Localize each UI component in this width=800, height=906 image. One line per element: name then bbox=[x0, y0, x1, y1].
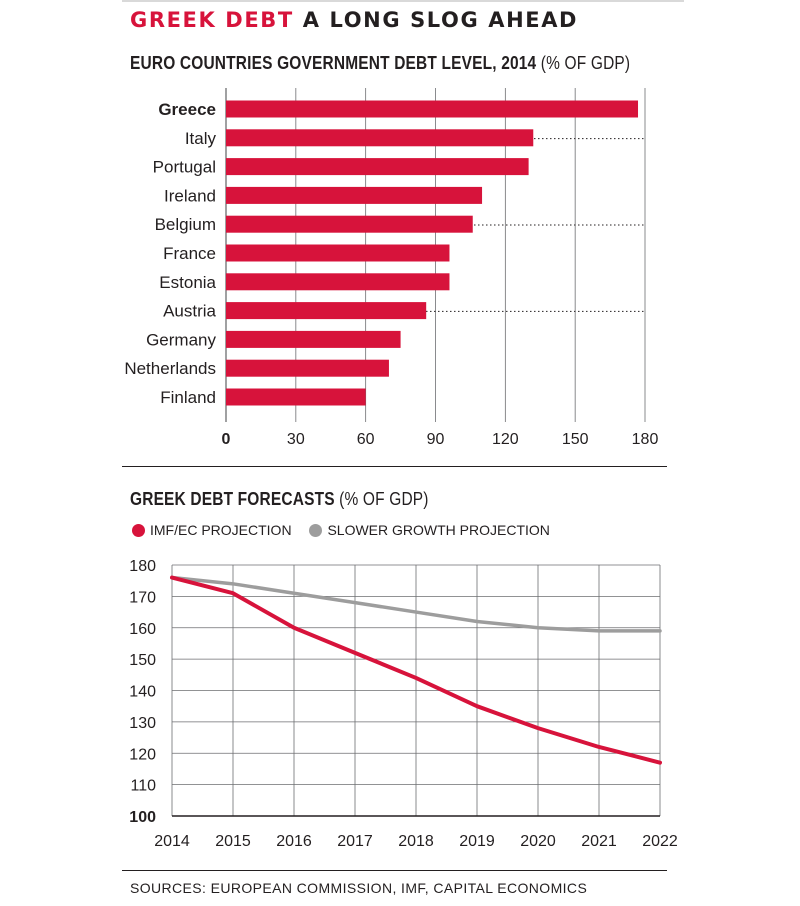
bar-category-label: Portugal bbox=[153, 158, 216, 177]
line-x-tick-label: 2019 bbox=[459, 833, 495, 850]
series-line-slower bbox=[170, 575, 662, 633]
line-y-tick-label: 110 bbox=[130, 778, 156, 795]
line-y-tick-label: 100 bbox=[129, 809, 156, 826]
page-title: GREEK DEBT A LONG SLOG AHEAD bbox=[130, 8, 578, 32]
legend-swatch-red bbox=[132, 523, 145, 537]
bar-category-label: Belgium bbox=[155, 215, 216, 234]
legend-label-slower: SLOWER GROWTH PROJECTION bbox=[327, 522, 550, 538]
section-divider bbox=[122, 466, 667, 467]
bar bbox=[226, 158, 529, 176]
bar-x-tick-label: 30 bbox=[287, 431, 305, 448]
line-x-tick-label: 2014 bbox=[154, 833, 190, 850]
bar-category-label: Netherlands bbox=[124, 359, 216, 378]
bar bbox=[226, 100, 639, 118]
bar-category-label: Germany bbox=[146, 330, 216, 349]
line-x-tick-label: 2021 bbox=[581, 833, 617, 850]
bar-x-tick-label: 60 bbox=[357, 431, 375, 448]
bar bbox=[226, 388, 366, 406]
line-x-tick-label: 2022 bbox=[642, 833, 678, 850]
bar-category-label: Estonia bbox=[159, 273, 216, 292]
line-y-tick-label: 170 bbox=[129, 589, 156, 606]
line-x-tick-label: 2015 bbox=[215, 833, 251, 850]
line-chart: 180 170 160 150 140 130 120 110 100 2014 2015 2016 2… bbox=[129, 558, 678, 850]
line-x-tick-label: 2017 bbox=[337, 833, 373, 850]
line-chart-title: GREEK DEBT FORECASTS (% OF GDP) bbox=[130, 489, 429, 510]
bar-category-label: Finland bbox=[160, 388, 216, 407]
bar-x-tick-label: 120 bbox=[492, 431, 519, 448]
source-note: SOURCES: EUROPEAN COMMISSION, IMF, CAPIT… bbox=[130, 880, 588, 896]
line-y-tick-label: 120 bbox=[129, 746, 156, 763]
line-y-tick-label: 130 bbox=[129, 715, 156, 732]
bar-chart-title-unit: (% OF GDP) bbox=[536, 53, 631, 73]
legend-item-slower: SLOWER GROWTH PROJECTION bbox=[309, 522, 550, 538]
footer-divider bbox=[122, 870, 667, 871]
line-chart-title-unit: (% OF GDP) bbox=[334, 489, 429, 509]
bar bbox=[226, 302, 427, 320]
line-y-tick-label: 160 bbox=[129, 621, 156, 638]
line-x-tick-label: 2018 bbox=[398, 833, 434, 850]
legend-label-imf: IMF/EC PROJECTION bbox=[150, 522, 292, 538]
line-y-tick-label: 150 bbox=[129, 652, 156, 669]
bar bbox=[226, 215, 473, 233]
bar-category-label: Italy bbox=[185, 129, 217, 148]
series-line-imf bbox=[170, 575, 662, 765]
bar bbox=[226, 273, 450, 291]
bar-x-tick-label: 150 bbox=[562, 431, 589, 448]
bar-chart: Greece Italy Portugal Ireland Belgium France E… bbox=[124, 88, 659, 448]
bar-chart-title: EURO COUNTRIES GOVERNMENT DEBT LEVEL, 20… bbox=[130, 53, 630, 74]
bar-chart-title-main: EURO COUNTRIES GOVERNMENT DEBT LEVEL, 20… bbox=[130, 53, 537, 73]
bar bbox=[226, 330, 401, 348]
title-highlight: GREEK DEBT bbox=[130, 8, 294, 32]
bar-x-tick-label: 180 bbox=[632, 431, 659, 448]
line-y-tick-label: 140 bbox=[129, 684, 156, 701]
legend-swatch-grey bbox=[309, 523, 323, 537]
bar bbox=[226, 186, 483, 204]
bar-x-tick-label: 0 bbox=[222, 431, 231, 448]
top-rule bbox=[122, 0, 684, 2]
bar bbox=[226, 129, 534, 147]
bar bbox=[226, 359, 389, 377]
bar-category-label: Ireland bbox=[164, 186, 216, 205]
line-chart-legend: IMF/EC PROJECTION SLOWER GROWTH PROJECTI… bbox=[132, 522, 564, 540]
bar-category-label: France bbox=[163, 244, 216, 263]
bar-category-label: Austria bbox=[163, 302, 216, 321]
title-rest: A LONG SLOG AHEAD bbox=[293, 8, 579, 32]
line-x-tick-label: 2020 bbox=[520, 833, 556, 850]
line-y-tick-label: 180 bbox=[129, 558, 156, 575]
line-chart-title-main: GREEK DEBT FORECASTS bbox=[130, 489, 335, 509]
bar-x-tick-label: 90 bbox=[427, 431, 445, 448]
legend-item-imf: IMF/EC PROJECTION bbox=[132, 522, 292, 538]
bar bbox=[226, 244, 450, 262]
line-x-tick-label: 2016 bbox=[276, 833, 312, 850]
bar-category-label: Greece bbox=[158, 100, 216, 119]
